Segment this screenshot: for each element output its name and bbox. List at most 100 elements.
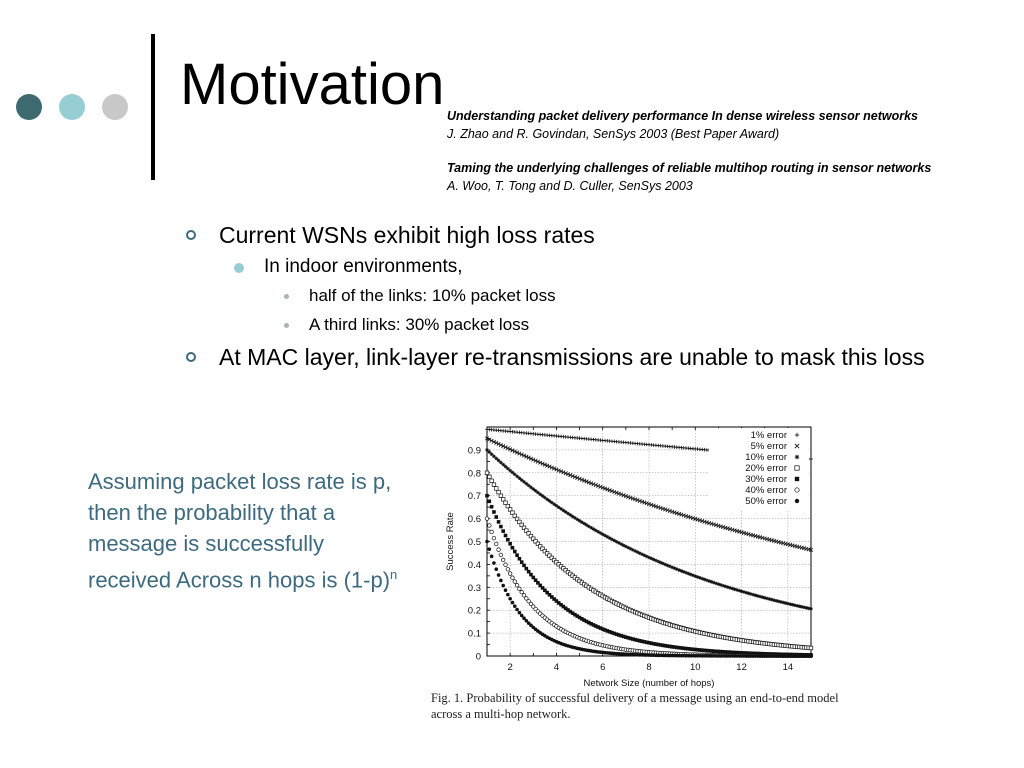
legend-label: 30% error — [745, 474, 787, 485]
data-point — [487, 474, 492, 479]
data-point — [559, 507, 563, 511]
data-point — [656, 505, 661, 510]
data-point — [517, 586, 522, 591]
y-tick-label: 0.7 — [468, 491, 481, 502]
data-point — [507, 507, 513, 512]
legend-marker — [794, 454, 800, 460]
data-point — [640, 639, 644, 644]
data-point — [742, 651, 746, 655]
data-point — [702, 519, 707, 524]
data-point — [507, 571, 513, 576]
data-point — [508, 447, 513, 452]
data-point — [591, 623, 596, 627]
data-point — [526, 569, 531, 574]
data-point — [496, 547, 501, 552]
y-tick-label: 0 — [476, 652, 481, 663]
data-point — [496, 573, 501, 577]
data-point — [528, 601, 534, 607]
data-point — [718, 649, 723, 654]
data-point — [591, 482, 596, 487]
data-point — [704, 520, 709, 525]
data-point — [674, 645, 679, 650]
data-point — [647, 640, 651, 645]
references: Understanding packet delivery performanc… — [447, 108, 931, 212]
bullet-text: A third links: 30% packet loss — [309, 315, 530, 334]
data-point — [545, 551, 550, 556]
y-axis-label: Success Rate — [445, 512, 456, 571]
data-point — [654, 642, 658, 646]
data-point — [536, 581, 540, 585]
dot-bullet-icon — [234, 263, 244, 273]
data-point — [681, 513, 686, 518]
data-point — [491, 482, 497, 487]
data-point — [550, 500, 554, 505]
data-point — [542, 548, 548, 554]
data-point — [633, 497, 638, 502]
data-point — [644, 640, 649, 645]
data-point — [529, 623, 533, 628]
data-point — [679, 512, 684, 517]
data-point — [501, 462, 505, 467]
x-tick-label: 2 — [507, 662, 512, 673]
data-point — [619, 492, 624, 497]
data-point — [512, 604, 517, 608]
data-point — [579, 477, 584, 482]
data-point — [498, 493, 504, 498]
data-point — [580, 617, 584, 621]
data-point — [723, 525, 728, 530]
data-point — [540, 494, 545, 498]
bullet-text: half of the links: 10% packet loss — [309, 286, 556, 305]
data-point — [510, 545, 515, 550]
data-point — [526, 621, 531, 625]
data-point — [623, 493, 628, 499]
data-point — [649, 641, 654, 646]
data-point — [512, 472, 517, 477]
data-point — [501, 529, 505, 533]
data-point — [485, 539, 489, 544]
data-point — [503, 588, 508, 593]
data-point — [575, 614, 580, 618]
data-point — [616, 491, 621, 496]
data-point — [749, 651, 753, 656]
data-point — [561, 470, 566, 475]
bullet-level1: At MAC layer, link-layer re-transmission… — [186, 342, 926, 372]
data-point — [536, 490, 540, 495]
data-point — [522, 616, 526, 621]
data-point — [529, 572, 533, 577]
x-tick-label: 14 — [783, 662, 794, 673]
data-point — [547, 499, 552, 503]
data-point — [605, 629, 610, 633]
data-point — [565, 472, 571, 477]
y-tick-label: 0.3 — [468, 583, 481, 594]
y-tick-label: 0.8 — [468, 468, 481, 479]
data-point — [517, 610, 522, 615]
data-point — [605, 487, 610, 492]
data-point — [566, 608, 570, 612]
data-point — [735, 650, 739, 655]
legend-marker — [794, 443, 800, 449]
data-point — [577, 476, 582, 481]
data-point — [510, 448, 515, 453]
data-point — [746, 651, 751, 655]
data-point — [552, 502, 556, 506]
data-point — [535, 459, 540, 464]
data-point — [540, 546, 545, 551]
data-point — [626, 494, 631, 499]
data-point — [496, 441, 501, 447]
data-point — [697, 518, 702, 523]
data-point — [531, 575, 536, 580]
data-point — [637, 638, 642, 643]
legend-label: 20% error — [745, 463, 787, 474]
data-point — [543, 588, 547, 593]
data-point — [609, 488, 615, 494]
data-point — [570, 473, 575, 479]
data-point — [489, 438, 494, 443]
data-point — [677, 645, 681, 650]
data-point — [563, 510, 568, 514]
legend-background — [709, 428, 809, 511]
data-point — [665, 644, 670, 648]
data-point — [577, 518, 582, 523]
data-point — [487, 450, 492, 454]
legend-label: 40% error — [745, 485, 787, 496]
data-point — [545, 497, 549, 502]
